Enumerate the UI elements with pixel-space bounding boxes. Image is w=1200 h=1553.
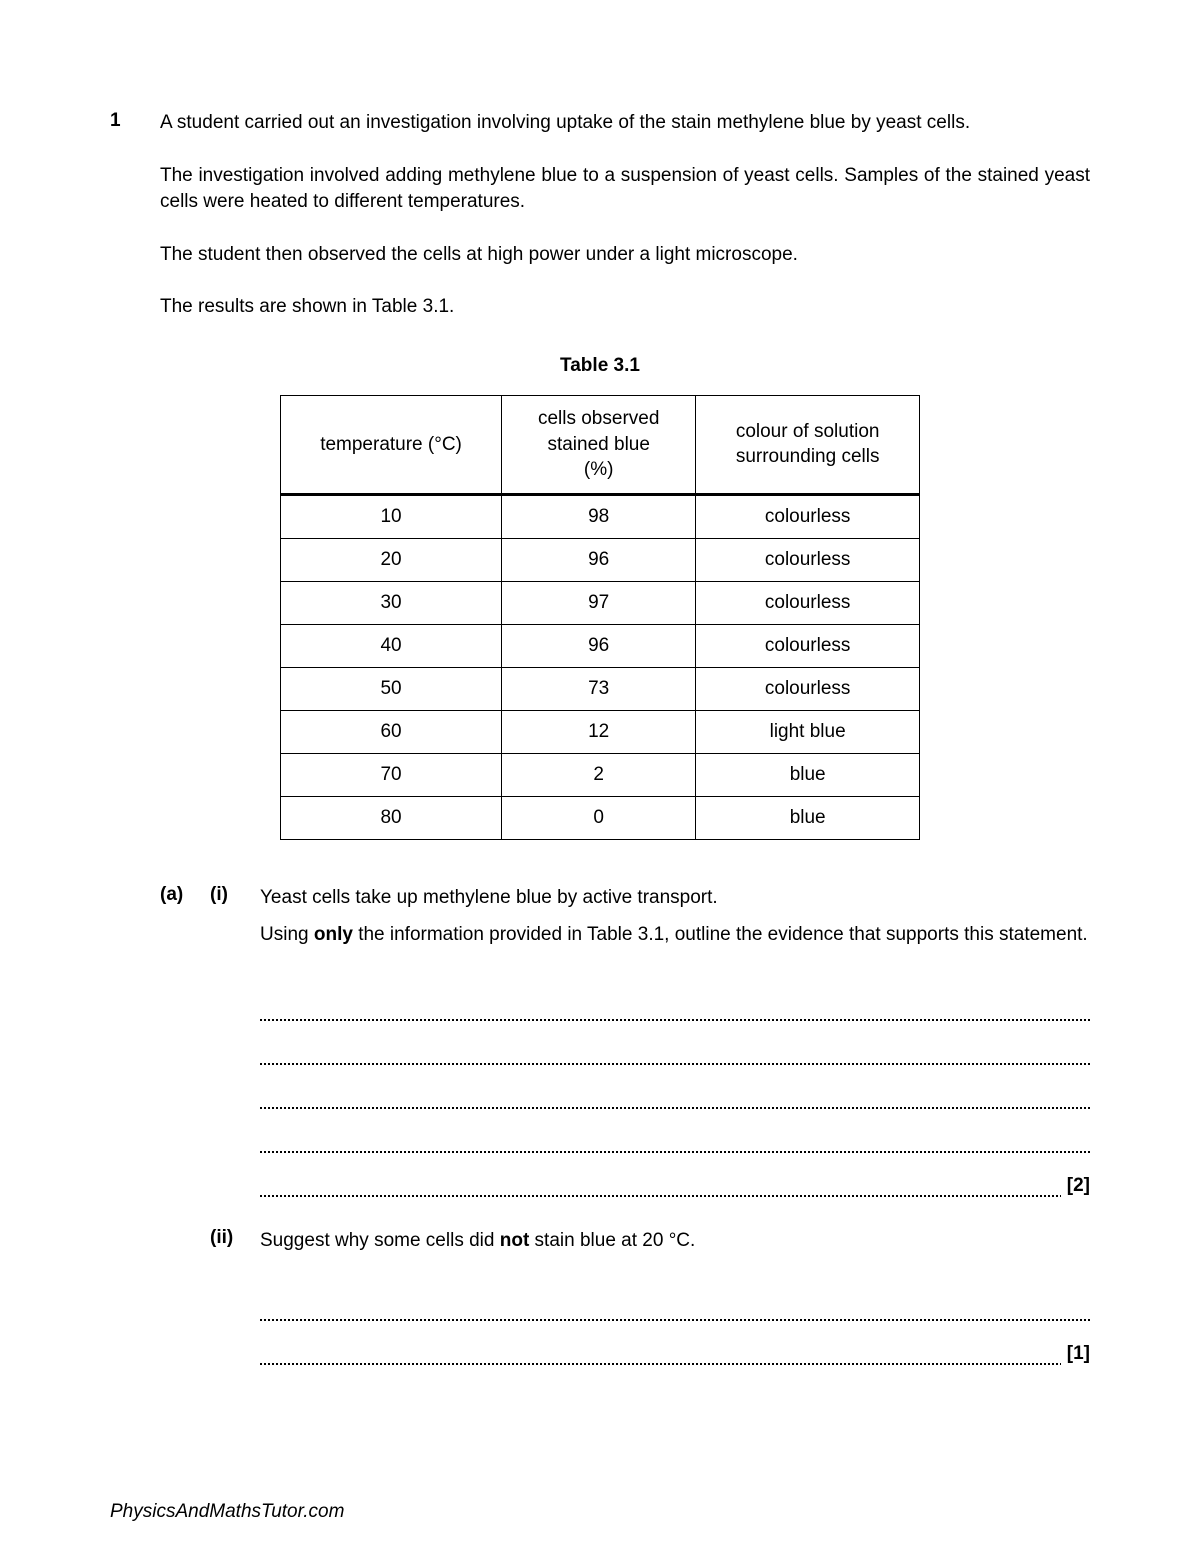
cell-col: colourless — [696, 624, 920, 667]
table-header-row: temperature (°C) cells observed stained … — [281, 395, 920, 494]
cell-pct: 97 — [502, 581, 696, 624]
col-header-percent: cells observed stained blue (%) — [502, 395, 696, 494]
cell-pct: 0 — [502, 796, 696, 839]
part-a-i-line2-post: the information provided in Table 3.1, o… — [353, 924, 1088, 945]
table-row: 70 2 blue — [281, 753, 920, 796]
col-header-percent-l3: (%) — [584, 459, 614, 480]
answer-lines-a-ii: [1] — [260, 1277, 1090, 1365]
marks-a-ii: [1] — [1061, 1343, 1090, 1365]
part-a-i-body: Yeast cells take up methylene blue by ac… — [260, 884, 1090, 949]
col-header-colour: colour of solution surrounding cells — [696, 395, 920, 494]
answer-line[interactable] — [260, 977, 1090, 1021]
page-footer: PhysicsAndMathsTutor.com — [110, 1501, 344, 1523]
answer-line[interactable]: [1] — [260, 1321, 1090, 1365]
table-body: 10 98 colourless 20 96 colourless 30 97 … — [281, 494, 920, 839]
cell-temp: 60 — [281, 710, 502, 753]
col-header-percent-l2: stained blue — [547, 434, 649, 455]
part-a-i-row: (a) (i) Yeast cells take up methylene bl… — [160, 884, 1090, 949]
table-row: 30 97 colourless — [281, 581, 920, 624]
cell-pct: 96 — [502, 538, 696, 581]
part-a-i-line2: Using only the information provided in T… — [260, 921, 1090, 949]
part-a-i-line1: Yeast cells take up methylene blue by ac… — [260, 884, 1090, 912]
question-row: 1 A student carried out an investigation… — [110, 110, 1090, 321]
col-header-colour-l2: surrounding cells — [736, 446, 880, 467]
cell-col: colourless — [696, 581, 920, 624]
cell-pct: 73 — [502, 667, 696, 710]
cell-col: light blue — [696, 710, 920, 753]
answer-line[interactable] — [260, 1277, 1090, 1321]
paragraph-3: The student then observed the cells at h… — [160, 242, 1090, 269]
cell-temp: 50 — [281, 667, 502, 710]
answer-line[interactable] — [260, 1109, 1090, 1153]
answer-line[interactable] — [260, 1065, 1090, 1109]
answer-lines-a-i: [2] — [260, 977, 1090, 1197]
cell-temp: 10 — [281, 494, 502, 538]
table-row: 60 12 light blue — [281, 710, 920, 753]
cell-temp: 80 — [281, 796, 502, 839]
part-a-ii-pre: Suggest why some cells did — [260, 1230, 500, 1251]
cell-pct: 12 — [502, 710, 696, 753]
table-row: 10 98 colourless — [281, 494, 920, 538]
part-a-ii-bold: not — [500, 1230, 530, 1251]
part-a-i-line2-pre: Using — [260, 924, 314, 945]
part-a-ii-post: stain blue at 20 °C. — [529, 1230, 695, 1251]
cell-col: colourless — [696, 538, 920, 581]
marks-a-i: [2] — [1061, 1175, 1090, 1197]
paragraph-4: The results are shown in Table 3.1. — [160, 294, 1090, 321]
table-row: 20 96 colourless — [281, 538, 920, 581]
cell-col: blue — [696, 796, 920, 839]
cell-col: blue — [696, 753, 920, 796]
cell-temp: 70 — [281, 753, 502, 796]
cell-temp: 40 — [281, 624, 502, 667]
part-a-ii-body: Suggest why some cells did not stain blu… — [260, 1227, 1090, 1255]
cell-col: colourless — [696, 667, 920, 710]
table-row: 40 96 colourless — [281, 624, 920, 667]
answer-line[interactable]: [2] — [260, 1153, 1090, 1197]
col-header-temperature: temperature (°C) — [281, 395, 502, 494]
cell-pct: 96 — [502, 624, 696, 667]
part-a-i-line2-bold: only — [314, 924, 353, 945]
part-a-ii-row: (ii) Suggest why some cells did not stai… — [160, 1227, 1090, 1255]
answer-line[interactable] — [260, 1021, 1090, 1065]
table-row: 50 73 colourless — [281, 667, 920, 710]
paragraph-2: The investigation involved adding methyl… — [160, 163, 1090, 216]
col-header-colour-l1: colour of solution — [736, 421, 880, 442]
cell-pct: 98 — [502, 494, 696, 538]
table-row: 80 0 blue — [281, 796, 920, 839]
part-a-container: (a) (i) Yeast cells take up methylene bl… — [160, 884, 1090, 1365]
paragraph-1: A student carried out an investigation i… — [160, 110, 1090, 137]
exam-page: 1 A student carried out an investigation… — [0, 0, 1200, 1553]
cell-pct: 2 — [502, 753, 696, 796]
col-header-percent-l1: cells observed — [538, 408, 659, 429]
part-a-ii-spacer — [160, 1227, 210, 1255]
part-a-ii-label: (ii) — [210, 1227, 260, 1255]
part-a-label: (a) — [160, 884, 210, 949]
cell-temp: 30 — [281, 581, 502, 624]
part-a-i-label: (i) — [210, 884, 260, 949]
table-caption: Table 3.1 — [110, 355, 1090, 377]
question-body: A student carried out an investigation i… — [160, 110, 1090, 321]
results-table: temperature (°C) cells observed stained … — [280, 395, 920, 840]
cell-temp: 20 — [281, 538, 502, 581]
cell-col: colourless — [696, 494, 920, 538]
question-number: 1 — [110, 110, 160, 321]
